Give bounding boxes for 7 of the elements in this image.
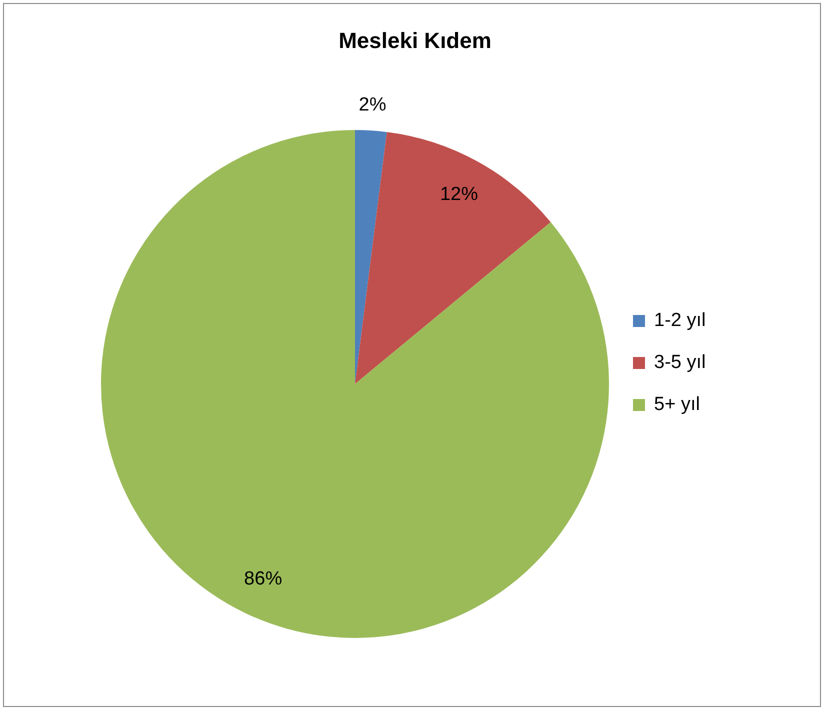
data-label: 86%: [244, 568, 282, 590]
legend-label: 3-5 yıl: [654, 352, 706, 374]
legend-label: 1-2 yıl: [654, 310, 706, 332]
chart-title: Mesleki Kıdem: [338, 28, 492, 54]
data-label: 12%: [440, 184, 478, 206]
legend-label: 5+ yıl: [654, 394, 700, 416]
data-label: 2%: [358, 94, 386, 116]
